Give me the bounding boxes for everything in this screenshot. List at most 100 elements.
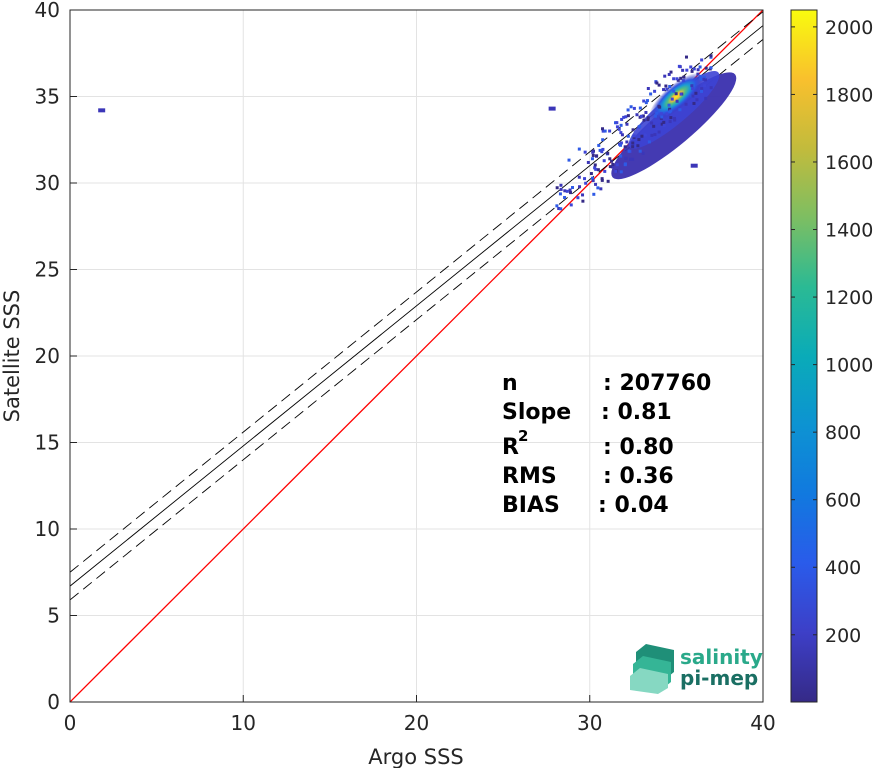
density-cell <box>667 103 671 107</box>
regression-minus-std-line <box>70 39 763 601</box>
regression-plus-std-line <box>70 11 763 573</box>
density-cell <box>689 65 693 69</box>
density-cell <box>636 144 640 148</box>
density-cell <box>581 193 585 197</box>
density-cell <box>676 78 680 82</box>
y-tick-label: 30 <box>35 171 60 195</box>
density-cell <box>569 191 573 195</box>
density-cell <box>583 150 587 154</box>
density-cell <box>646 87 650 91</box>
density-cell <box>603 129 607 133</box>
density-cell <box>591 176 595 180</box>
density-cell <box>625 140 629 144</box>
density-cell <box>629 105 633 109</box>
density-cell <box>614 169 618 173</box>
density-cell <box>690 84 694 88</box>
density-cell <box>593 166 597 170</box>
stats-block: n : 207760 Slope : 0.81 R 2 : 0.80 RMS :… <box>502 371 711 518</box>
density-cell <box>622 115 626 119</box>
density-cell <box>584 181 588 185</box>
density-cell <box>602 159 606 163</box>
x-tick-label: 10 <box>231 711 256 735</box>
density-cell <box>600 150 604 154</box>
density-cell <box>555 186 559 190</box>
density-cell <box>704 66 708 70</box>
density-cell <box>563 196 567 200</box>
x-tick-label: 40 <box>750 711 775 735</box>
density-cell <box>627 149 631 153</box>
colorbar-tick-label: 1600 <box>825 152 873 174</box>
density-cell <box>695 98 699 102</box>
density-cell <box>600 178 604 182</box>
density-cell <box>662 88 666 92</box>
density-cell <box>594 167 598 171</box>
density-cell <box>557 207 561 211</box>
density-cell <box>672 89 676 93</box>
density-cell <box>670 97 674 101</box>
density-cell <box>652 124 656 128</box>
density-cell <box>615 163 619 167</box>
density-cell <box>601 129 605 133</box>
density-cell <box>591 150 595 154</box>
density-cell <box>611 162 615 166</box>
density-cell <box>684 55 688 59</box>
density-cell <box>591 153 595 157</box>
density-cell <box>620 133 624 137</box>
density-cell <box>601 147 605 151</box>
density-cell <box>692 101 696 105</box>
density-cell <box>699 77 703 81</box>
density-cell <box>694 91 698 95</box>
density-cell <box>576 196 580 200</box>
density-cell <box>657 83 661 87</box>
density-cell <box>559 187 563 191</box>
density-cell <box>700 87 704 91</box>
stat-bias-value: : 0.04 <box>598 493 669 518</box>
density-cell <box>704 78 708 82</box>
density-cell <box>653 114 657 118</box>
density-cell <box>642 99 646 103</box>
colorbar-tick-label: 1800 <box>825 84 873 106</box>
x-tick-label: 0 <box>64 711 77 735</box>
density-cell <box>599 187 603 191</box>
density-cell <box>662 124 666 128</box>
density-cell <box>692 67 696 71</box>
density-cell <box>631 145 635 149</box>
density-cell <box>626 114 630 118</box>
density-cell <box>672 77 676 81</box>
density-cell <box>624 115 628 119</box>
density-cell <box>638 124 642 128</box>
density-cell <box>639 114 643 118</box>
density-cell <box>615 125 619 129</box>
density-cell <box>677 64 681 68</box>
density-cell <box>679 76 683 80</box>
density-core <box>649 72 704 121</box>
density-cell <box>559 207 563 211</box>
density-cell <box>632 106 636 110</box>
density-cell <box>669 116 673 120</box>
density-cell <box>632 134 636 138</box>
y-tick-label: 35 <box>35 85 60 109</box>
density-cell <box>623 162 627 166</box>
density-cell <box>601 138 605 142</box>
density-outlier <box>548 106 556 111</box>
density-cell <box>641 151 645 155</box>
density-cell <box>598 148 602 152</box>
density-cell <box>684 102 688 106</box>
density-cell <box>577 147 581 151</box>
x-tick-label: 30 <box>577 711 602 735</box>
density-cell <box>702 77 706 81</box>
density-cell <box>709 54 713 58</box>
density-cell <box>667 72 671 76</box>
density-cell <box>650 121 654 125</box>
density-cell <box>591 179 595 183</box>
density-cell <box>559 183 563 187</box>
density-cell <box>691 94 695 98</box>
density-cell <box>617 127 621 131</box>
density-cell <box>660 115 664 119</box>
y-tick-label: 25 <box>35 258 60 282</box>
density-cell <box>699 74 703 78</box>
density-cell <box>679 92 683 96</box>
density-cell <box>682 75 686 79</box>
density-cell <box>663 74 667 78</box>
